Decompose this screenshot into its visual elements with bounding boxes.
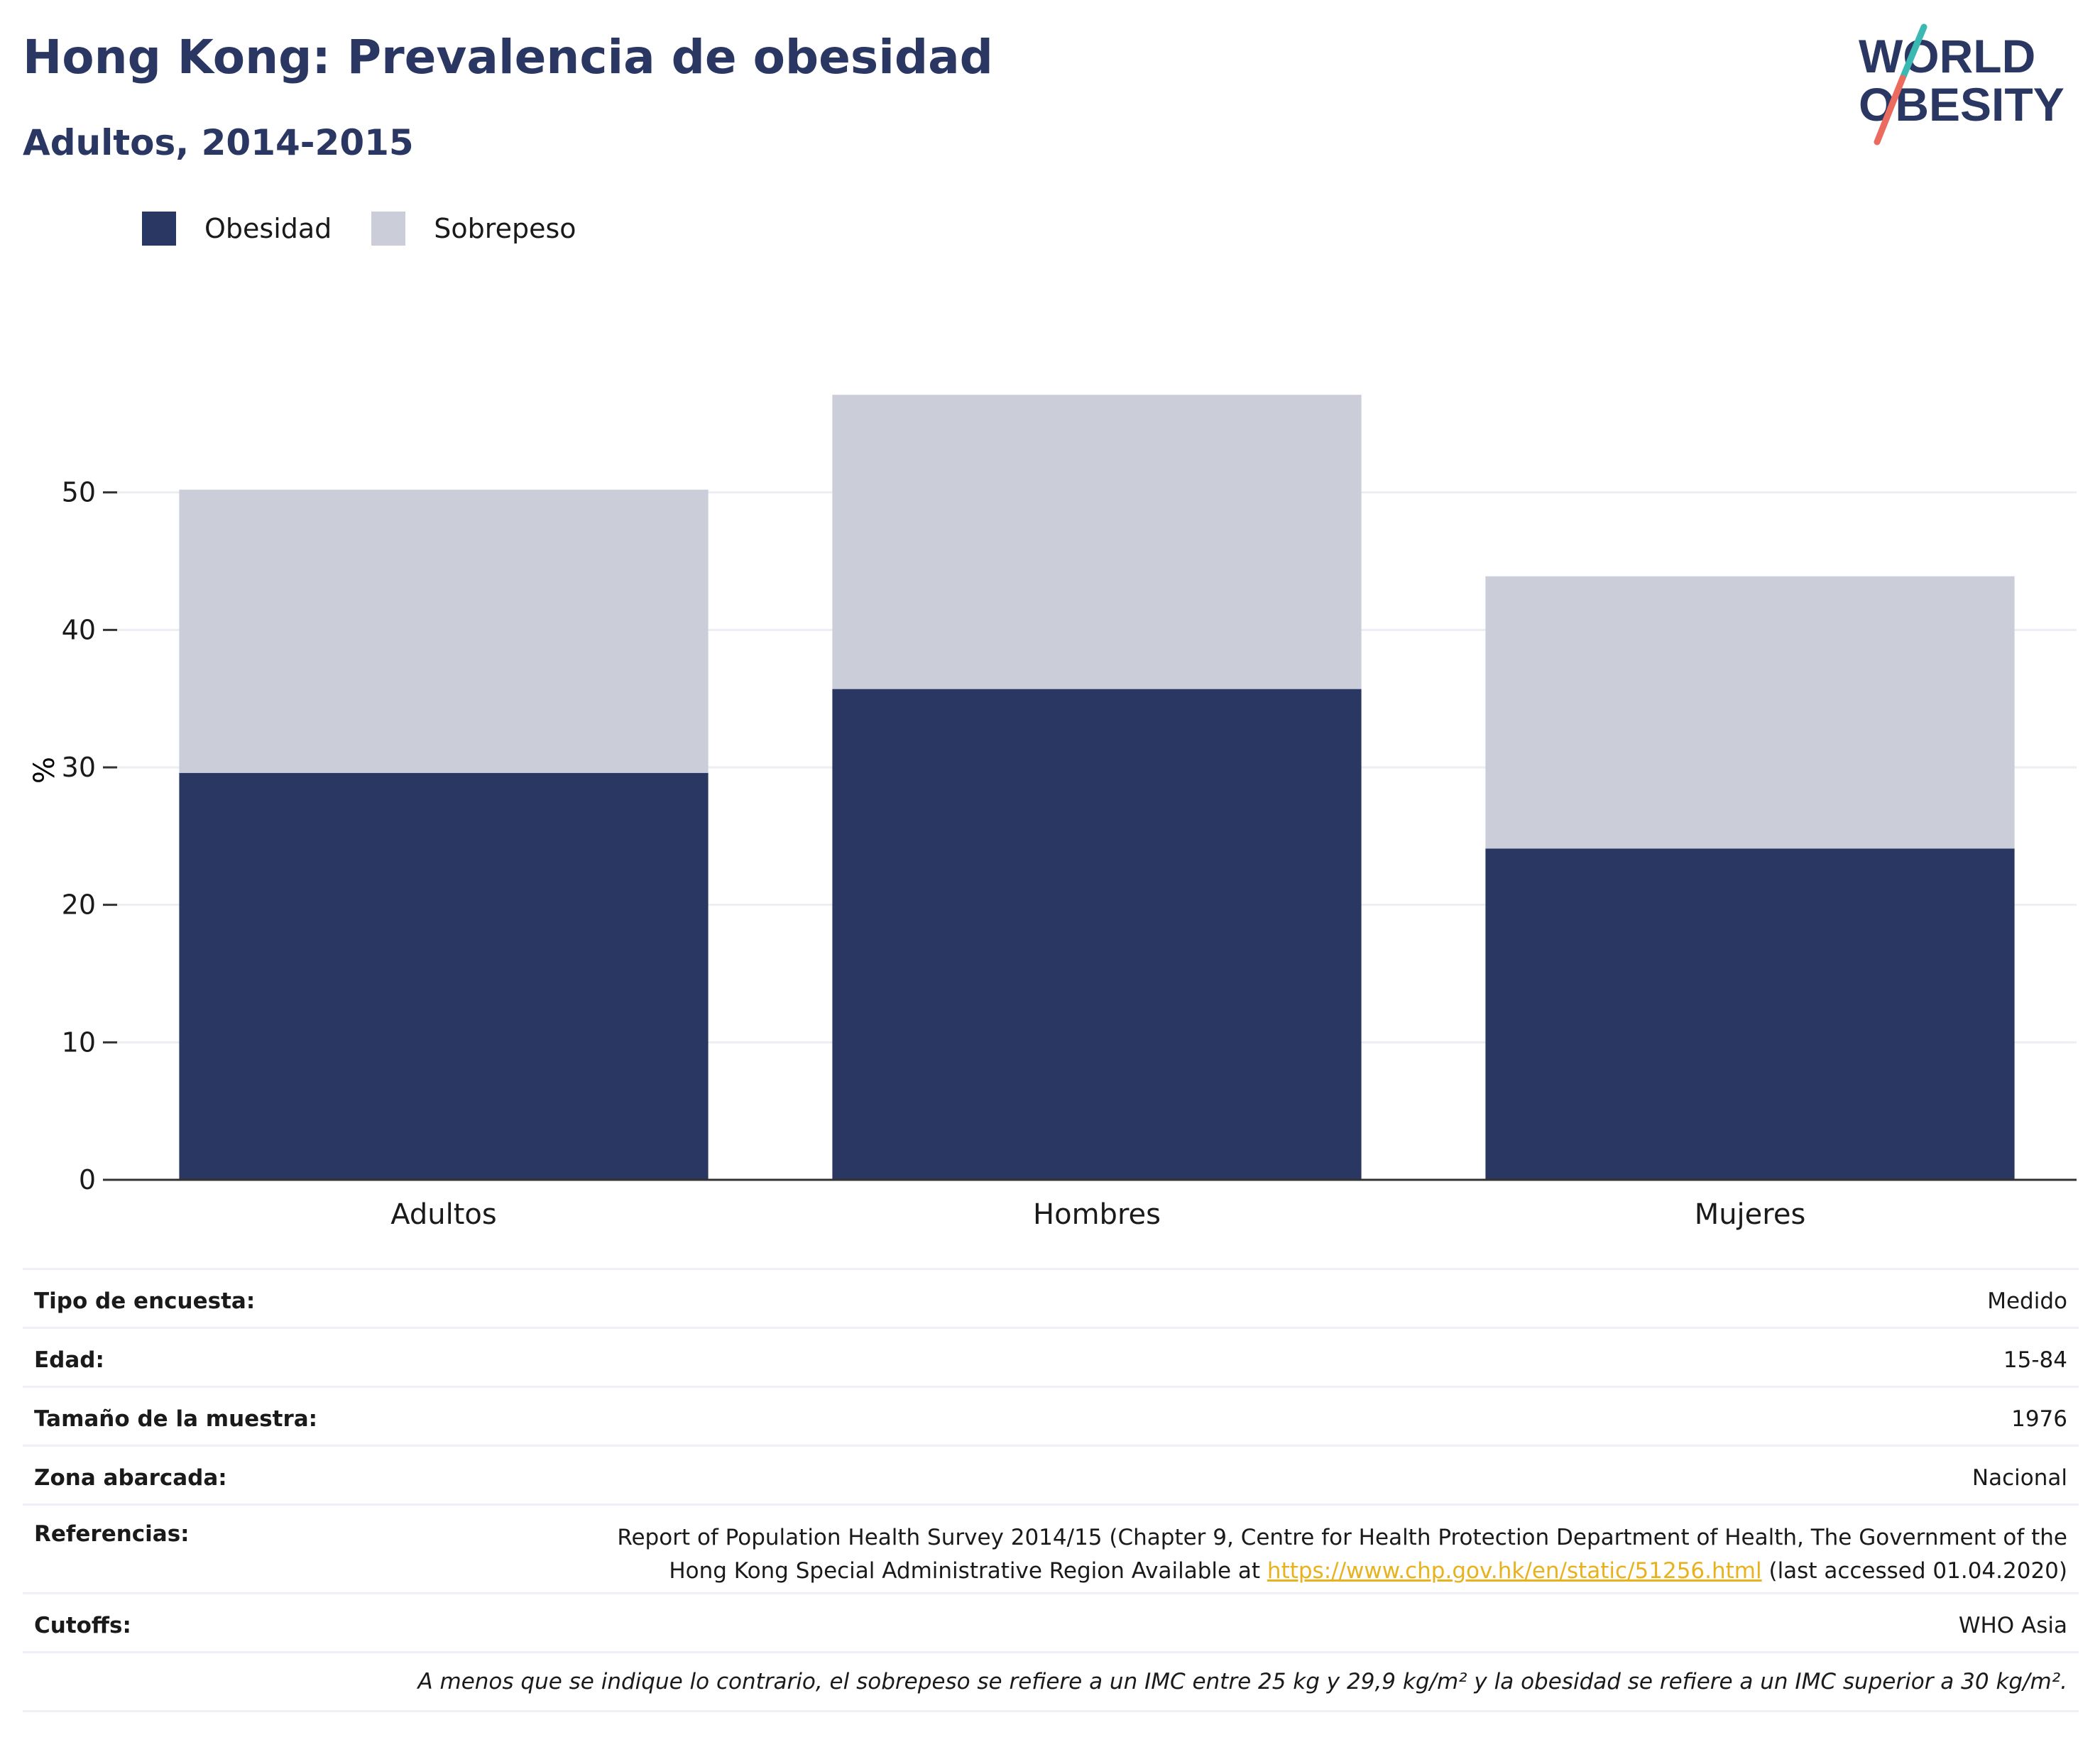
- legend-label-overweight: Sobrepeso: [434, 213, 576, 244]
- bar-chart: 0 10 20 30 40 50 Adultos Hombres Mujeres %: [28, 395, 2077, 1231]
- references-line1: Report of Population Health Survey 2014/…: [617, 1525, 2067, 1550]
- chart-subtitle: Adultos, 2014-2015: [23, 122, 414, 163]
- info-value: 1976: [2011, 1406, 2067, 1432]
- y-tick-label: 40: [62, 614, 96, 645]
- x-tick-label: Mujeres: [1695, 1198, 1806, 1231]
- y-axis-label: %: [28, 757, 61, 784]
- info-label: Zona abarcada:: [34, 1465, 227, 1491]
- info-value: WHO Asia: [1958, 1613, 2067, 1638]
- x-tick-label: Hombres: [1033, 1198, 1161, 1231]
- legend-item-obesity: Obesidad: [142, 212, 332, 246]
- bar-obesity: [179, 772, 709, 1180]
- chart-legend: Obesidad Sobrepeso: [142, 212, 616, 246]
- info-label: Tipo de encuesta:: [34, 1288, 256, 1314]
- chart-title: Hong Kong: Prevalencia de obesidad: [23, 30, 993, 84]
- bmi-definition-note: A menos que se indique lo contrario, el …: [417, 1669, 2067, 1694]
- legend-label-obesity: Obesidad: [204, 213, 332, 244]
- info-row-survey-type: Tipo de encuesta: Medido: [23, 1270, 2079, 1329]
- y-tick-label: 30: [62, 752, 96, 783]
- legend-swatch-overweight: [371, 212, 406, 246]
- info-row-age: Edad: 15-84: [23, 1329, 2079, 1388]
- y-tick-label: 20: [62, 889, 96, 921]
- x-tick-label: Adultos: [390, 1198, 497, 1231]
- legend-swatch-obesity: [142, 212, 176, 246]
- logo-line1: WORLD: [1859, 30, 2035, 82]
- y-axis-ticks: 0 10 20 30 40 50: [62, 477, 117, 1195]
- info-value: Nacional: [1972, 1465, 2067, 1491]
- info-row-cutoffs: Cutoffs: WHO Asia: [23, 1594, 2079, 1653]
- info-value: Medido: [1987, 1288, 2067, 1314]
- bar-obesity: [832, 689, 1362, 1180]
- logo-slash-coral: [1874, 75, 1906, 146]
- references-line2-post: (last accessed 01.04.2020): [1761, 1558, 2067, 1584]
- references-line2-pre: Hong Kong Special Administrative Region …: [669, 1558, 1267, 1584]
- x-axis-ticks: Adultos Hombres Mujeres: [390, 1198, 1805, 1231]
- info-row-area: Zona abarcada: Nacional: [23, 1447, 2079, 1506]
- info-label: Referencias:: [34, 1521, 190, 1547]
- bar-obesity: [1485, 848, 2015, 1180]
- reference-link[interactable]: https://www.chp.gov.hk/en/static/51256.h…: [1267, 1558, 1762, 1584]
- info-value: 15-84: [2003, 1347, 2067, 1373]
- y-tick-label: 0: [79, 1164, 96, 1195]
- references-text: Report of Population Health Survey 2014/…: [617, 1521, 2067, 1588]
- y-tick-label: 50: [62, 477, 96, 508]
- info-label: Edad:: [34, 1347, 104, 1373]
- bar-overweight: [1485, 576, 2015, 849]
- info-label: Cutoffs:: [34, 1613, 131, 1638]
- logo-slash-teal: [1899, 23, 1927, 82]
- info-row-note: A menos que se indique lo contrario, el …: [23, 1653, 2079, 1712]
- bar-overweight: [832, 395, 1362, 689]
- world-obesity-logo: WORLD OBESITY: [1859, 23, 2065, 146]
- info-label: Tamaño de la muestra:: [34, 1406, 318, 1432]
- info-row-references: Referencias: Report of Population Health…: [23, 1506, 2079, 1594]
- y-tick-label: 10: [62, 1026, 96, 1058]
- chart-bars: [179, 395, 2015, 1180]
- survey-info-table: Tipo de encuesta: Medido Edad: 15-84 Tam…: [23, 1268, 2079, 1712]
- bar-overweight: [179, 489, 709, 773]
- info-row-sample-size: Tamaño de la muestra: 1976: [23, 1388, 2079, 1447]
- legend-item-overweight: Sobrepeso: [371, 212, 576, 246]
